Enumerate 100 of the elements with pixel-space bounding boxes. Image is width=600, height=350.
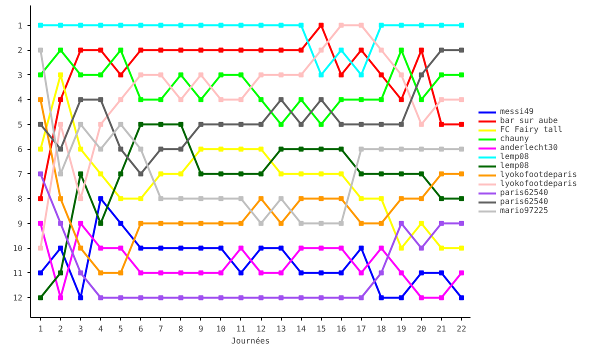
point	[78, 48, 84, 53]
point	[298, 220, 304, 226]
point	[278, 72, 284, 78]
y-tick-label: 6	[18, 145, 23, 154]
point	[438, 196, 444, 202]
point	[358, 295, 364, 300]
x-tick-label: 15	[316, 324, 326, 334]
point	[78, 196, 84, 202]
point	[438, 22, 444, 28]
x-tick-label: 17	[356, 324, 366, 334]
point	[238, 220, 244, 226]
point	[278, 246, 284, 251]
point	[38, 22, 44, 28]
legend-label: mario97225	[500, 206, 548, 215]
point	[358, 122, 364, 127]
x-tick-label: 12	[256, 324, 266, 334]
point	[278, 270, 284, 276]
point	[158, 48, 164, 53]
point	[358, 171, 364, 176]
point	[438, 295, 444, 300]
point	[238, 146, 244, 152]
point	[258, 97, 264, 102]
point	[158, 97, 164, 102]
point	[378, 196, 384, 202]
point	[38, 171, 44, 176]
point	[318, 122, 324, 127]
point	[58, 72, 64, 78]
point	[438, 171, 444, 176]
y-tick-label: 12	[12, 294, 23, 303]
point	[158, 270, 164, 276]
point	[178, 246, 184, 251]
point	[218, 72, 224, 78]
point	[78, 295, 84, 300]
y-tick-label: 11	[12, 268, 23, 278]
point	[178, 22, 184, 28]
point	[38, 196, 44, 202]
point	[298, 22, 304, 28]
point	[118, 122, 124, 127]
point	[378, 171, 384, 176]
point	[278, 171, 284, 176]
point	[458, 295, 464, 300]
point	[158, 72, 164, 78]
point	[318, 48, 324, 53]
point	[238, 270, 244, 276]
x-tick-label: 13	[276, 324, 286, 334]
point	[218, 295, 224, 300]
point	[458, 146, 464, 152]
point	[338, 122, 344, 127]
point	[258, 22, 264, 28]
point	[78, 122, 84, 127]
point	[118, 270, 124, 276]
point	[398, 122, 404, 127]
x-tick-label: 2	[58, 324, 64, 334]
point	[238, 246, 244, 251]
x-tick-label: 9	[198, 324, 204, 334]
point	[118, 246, 124, 251]
point	[438, 72, 444, 78]
point	[278, 146, 284, 152]
point	[318, 270, 324, 276]
point	[98, 270, 104, 276]
point	[58, 146, 64, 152]
point	[218, 246, 224, 251]
point	[378, 295, 384, 300]
point	[398, 72, 404, 78]
point	[178, 48, 184, 53]
point	[118, 97, 124, 102]
x-tick-label: 19	[396, 324, 406, 334]
point	[218, 270, 224, 276]
point	[338, 196, 344, 202]
point	[178, 196, 184, 202]
point	[378, 270, 384, 276]
point	[138, 48, 144, 53]
point	[238, 97, 244, 102]
point	[358, 22, 364, 28]
point	[318, 22, 324, 28]
point	[78, 97, 84, 102]
point	[258, 171, 264, 176]
point	[138, 246, 144, 251]
point	[438, 246, 444, 251]
point	[138, 196, 144, 202]
point	[198, 196, 204, 202]
point	[178, 270, 184, 276]
point	[298, 146, 304, 152]
point	[318, 146, 324, 152]
point	[458, 22, 464, 28]
point	[98, 171, 104, 176]
x-tick-label: 22	[456, 324, 466, 334]
point	[238, 48, 244, 53]
point	[338, 22, 344, 28]
point	[378, 22, 384, 28]
point	[138, 270, 144, 276]
point	[418, 22, 424, 28]
x-tick-label: 6	[138, 324, 144, 334]
legend-label: lemp08	[500, 152, 529, 161]
point	[58, 22, 64, 28]
point	[118, 146, 124, 152]
point	[338, 171, 344, 176]
point	[178, 72, 184, 78]
point	[38, 220, 44, 226]
point	[158, 146, 164, 152]
